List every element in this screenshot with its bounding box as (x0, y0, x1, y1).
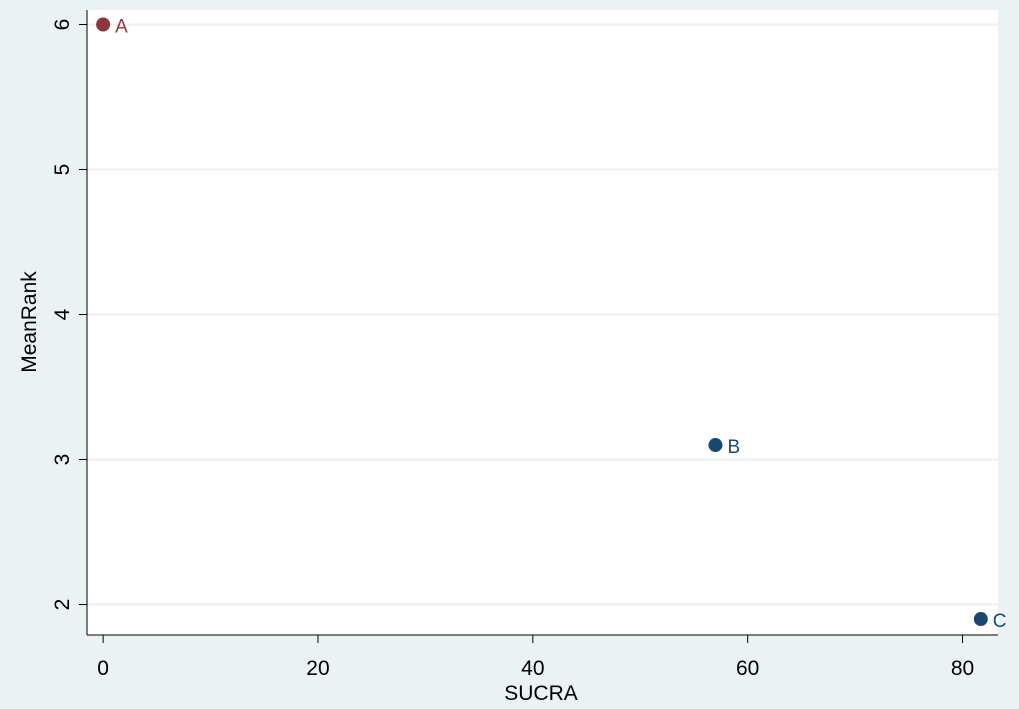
x-axis-label: SUCRA (504, 682, 578, 705)
point (973, 612, 988, 627)
y-axis-label: MeanRank (18, 271, 41, 373)
point-label: A (115, 17, 128, 38)
point-label: C (993, 611, 1007, 632)
x-tick-label: 0 (97, 657, 109, 680)
x-tick-label: 80 (951, 657, 974, 680)
point-label: B (727, 437, 740, 458)
x-tick-label: 40 (521, 657, 544, 680)
x-tick-label: 60 (736, 657, 759, 680)
y-tick-label: 6 (51, 19, 74, 31)
y-tick-label: 2 (51, 599, 74, 611)
point (96, 17, 111, 32)
y-tick-label: 3 (51, 454, 74, 466)
plot-area (87, 10, 998, 635)
point (708, 438, 723, 453)
y-tick-label: 4 (51, 308, 74, 320)
x-tick-label: 20 (306, 657, 329, 680)
y-tick-label: 5 (51, 164, 74, 176)
